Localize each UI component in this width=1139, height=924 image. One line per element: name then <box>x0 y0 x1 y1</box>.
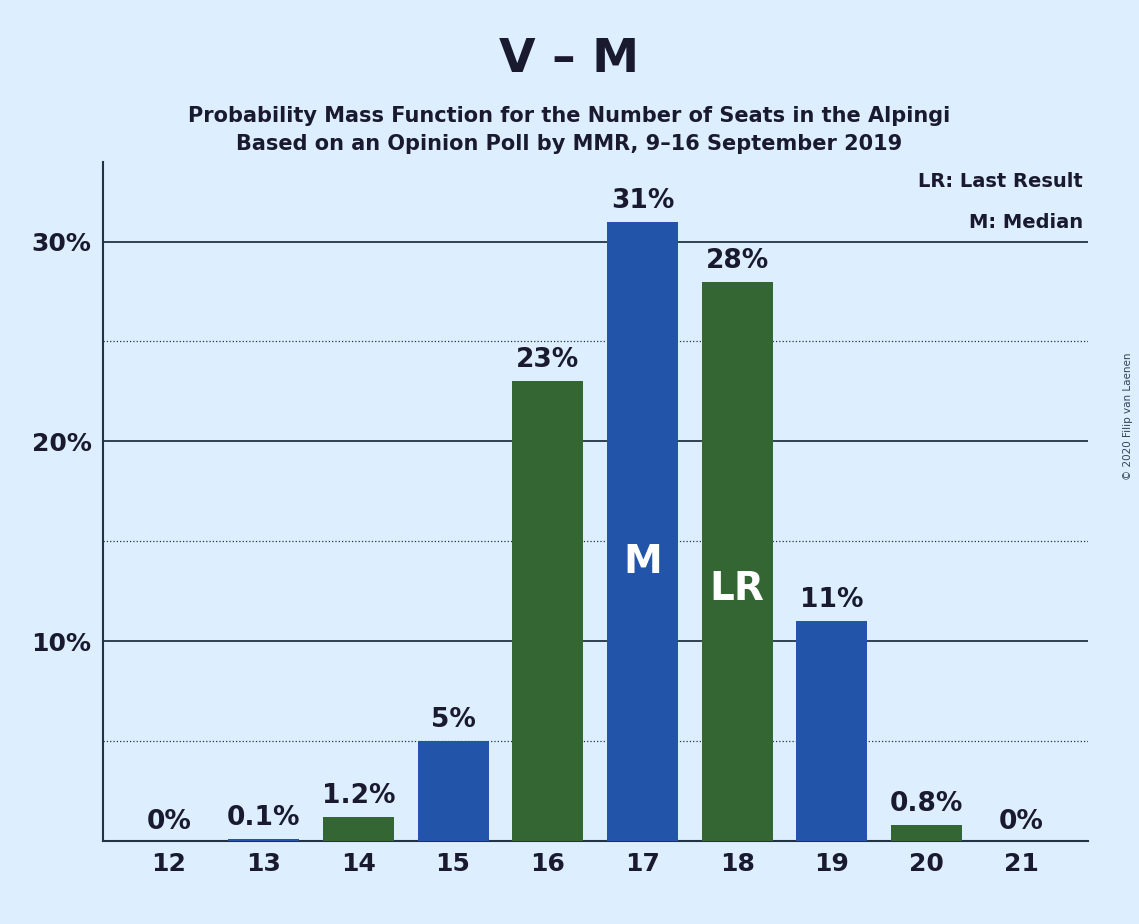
Text: 0%: 0% <box>147 808 191 835</box>
Text: 5%: 5% <box>431 707 475 733</box>
Bar <box>607 222 678 841</box>
Text: M: M <box>623 543 662 581</box>
Text: M: Median: M: Median <box>968 213 1083 232</box>
Text: 23%: 23% <box>516 347 580 373</box>
Text: 31%: 31% <box>611 188 674 213</box>
Text: 28%: 28% <box>705 248 769 274</box>
Text: Based on an Opinion Poll by MMR, 9–16 September 2019: Based on an Opinion Poll by MMR, 9–16 Se… <box>237 134 902 154</box>
Text: LR: LR <box>710 570 764 608</box>
Text: 1.2%: 1.2% <box>321 783 395 808</box>
Text: Probability Mass Function for the Number of Seats in the Alpingi: Probability Mass Function for the Number… <box>188 106 951 127</box>
Bar <box>702 282 772 841</box>
Text: 0.8%: 0.8% <box>890 791 964 817</box>
Text: LR: Last Result: LR: Last Result <box>918 172 1083 191</box>
Text: 0%: 0% <box>999 808 1043 835</box>
Bar <box>418 741 489 841</box>
Text: © 2020 Filip van Laenen: © 2020 Filip van Laenen <box>1123 352 1133 480</box>
Bar <box>228 839 300 841</box>
Bar <box>513 382 583 841</box>
Text: V – M: V – M <box>499 37 640 82</box>
Bar <box>322 817 394 841</box>
Text: 11%: 11% <box>801 587 863 614</box>
Bar <box>891 825 962 841</box>
Bar <box>796 621 868 841</box>
Text: 0.1%: 0.1% <box>227 805 301 831</box>
